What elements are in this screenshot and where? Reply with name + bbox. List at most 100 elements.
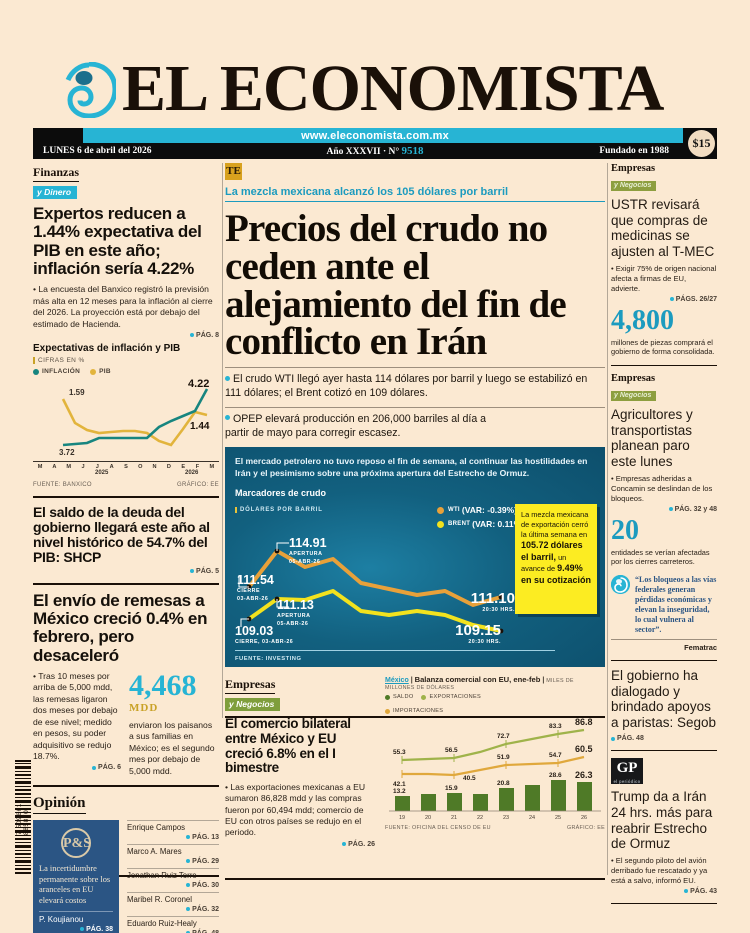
x-tick: A	[109, 464, 114, 471]
exportaciones-label-last: 86.8	[575, 717, 593, 727]
bar	[421, 794, 436, 812]
exportaciones-label: 72.7	[497, 733, 510, 740]
x-tick: M	[37, 464, 43, 471]
opinion-author-page[interactable]: PÁG. 30	[127, 882, 219, 889]
page-ref-label: PÁG. 32 y 48	[674, 505, 717, 513]
swirl-logo-icon	[65, 62, 116, 118]
bar	[473, 794, 488, 812]
importaciones-label: 54.7	[549, 752, 562, 759]
bar-series-saldo	[395, 780, 592, 812]
right-headline-4[interactable]: Trump da a Irán 24 hrs. más para reabrir…	[611, 789, 713, 852]
balanza-region: México	[385, 677, 409, 685]
wti-open-t1: APERTURA	[289, 550, 323, 557]
page-ref-label: PÁG. 43	[690, 888, 717, 896]
left-page-ref-1[interactable]: PÁG. 8	[33, 332, 219, 339]
chart-credit: GRÁFICO: EE	[177, 482, 219, 489]
bullet-dot-icon	[225, 415, 230, 421]
kicker-finanzas[interactable]: Finanzas y Dinero	[33, 163, 219, 200]
page-dot-icon	[190, 333, 195, 338]
quote-block: “Los bloqueos a las vías federales gener…	[611, 574, 717, 652]
importaciones-label-last: 60.5	[575, 744, 593, 754]
chart-source: FUENTE: OFICINA DEL CENSO DE EU	[385, 825, 491, 832]
kicker-empresas-mid[interactable]: Empresas y Negocios	[225, 675, 375, 712]
kicker-empresas-1[interactable]: Empresas y Negocios	[611, 163, 717, 192]
oil-label-brent-open: 111.13 APERTURA 05-ABR-26	[277, 599, 314, 628]
legend-swatch-brent	[437, 520, 444, 528]
x-tick: 24	[529, 815, 535, 821]
wti-end-point	[498, 594, 504, 600]
page-dot-icon	[611, 736, 615, 741]
gp-badge-icon[interactable]: GP el periódico	[611, 758, 643, 785]
left-bottom-rule	[33, 875, 219, 877]
list-item[interactable]: Maribel R. Coronel PÁG. 32	[127, 893, 219, 918]
inflation-chart-svg: 3.72 1.59 4.22 1.44	[59, 378, 210, 457]
opinion-author-page[interactable]: PÁG. 32	[127, 906, 219, 913]
right-page-3[interactable]: PÁG. 48	[611, 735, 717, 742]
opinion-author-page[interactable]: PÁG. 48	[127, 930, 219, 933]
left-page-ref-3[interactable]: PÁG. 6	[33, 764, 121, 771]
main-headline[interactable]: Precios del crudo no ceden ante el aleja…	[225, 207, 567, 364]
oil-label-brent-close: 109.03 CIERRE, 03-ABR-26	[235, 625, 293, 646]
exportaciones-label: 55.3	[393, 749, 406, 756]
page-dot-icon	[92, 765, 97, 770]
list-item[interactable]: Enrique Campos PÁG. 13	[127, 820, 219, 846]
left-page-ref-2[interactable]: PÁG. 5	[33, 568, 219, 575]
page-ref-label: PÁG. 29	[192, 858, 219, 866]
inflation-chart-units: CIFRAS EN %	[33, 357, 219, 365]
kicker-empresas-2[interactable]: Empresas y Negocios	[611, 373, 717, 402]
right-headline-3[interactable]: El gobierno ha dialogado y brindado apoy…	[611, 667, 717, 730]
bottom-mid-section: Empresas y Negocios El comercio bilatera…	[225, 675, 605, 848]
x-tick: 21	[451, 815, 457, 821]
swirl-small-icon	[611, 574, 630, 594]
brent-open-t2: 05-ABR-26	[277, 621, 309, 628]
page-dot-icon	[80, 927, 85, 932]
right-page-2[interactable]: PÁG. 32 y 48	[611, 506, 717, 513]
price-badge: $15	[688, 130, 715, 157]
balanza-units: MILES DE MILLONES DE DÓLARES	[385, 678, 574, 692]
remesas-text-col: • Tras 10 meses por arriba de 5,000 mdd,…	[33, 671, 121, 777]
opinion-author-page[interactable]: PÁG. 29	[127, 858, 219, 865]
right-page-4[interactable]: PÁG. 43	[611, 888, 717, 895]
right-page-1[interactable]: PÁGS. 26/27	[611, 296, 717, 303]
series-line-inflacion	[62, 388, 209, 447]
barcode-lines-icon	[15, 760, 31, 874]
masthead-strip: www.eleconomista.com.mx LUNES 6 de abril…	[33, 128, 717, 159]
page-dot-icon	[186, 907, 191, 912]
bottom-mid-headline[interactable]: El comercio bilateral entre México y EU …	[225, 716, 351, 776]
bottom-mid-page[interactable]: PÁG. 26	[225, 841, 375, 848]
year-label-left: 2025	[95, 470, 109, 477]
right-headline-1[interactable]: USTR revisará que compras de medicinas s…	[611, 197, 715, 259]
opinion-section: P&S La incertidumbre permanente sobre lo…	[33, 820, 219, 933]
left-headline-1[interactable]: Expertos reducen a 1.44% expectativa del…	[33, 204, 202, 279]
brent-last-value: 109.15	[455, 622, 501, 640]
legend-item-importaciones: IMPORTACIONES	[385, 708, 605, 714]
legend-swatch-importaciones	[385, 708, 390, 714]
opinion-featured-card[interactable]: P&S La incertidumbre permanente sobre lo…	[33, 820, 119, 933]
left-headline-3[interactable]: El envío de remesas a México creció 0.4%…	[33, 590, 208, 665]
opinion-author-page[interactable]: PÁG. 13	[127, 834, 219, 841]
left-headline-2[interactable]: El saldo de la deuda del gobierno llegar…	[33, 504, 210, 566]
page-ref-label: PÁG. 30	[192, 882, 219, 890]
saldo-label: 20.8	[497, 780, 510, 787]
masthead-strip-accent	[83, 128, 683, 143]
left-body-3: • Tras 10 meses por arriba de 5,000 mdd,…	[33, 671, 118, 761]
divider	[33, 582, 219, 585]
list-item[interactable]: Marco A. Mares PÁG. 29	[127, 845, 219, 870]
website-url[interactable]: www.eleconomista.com.mx	[301, 130, 449, 142]
right-headline-2[interactable]: Agricultores y transportistas planean pa…	[611, 406, 693, 469]
legend-item-brent: BRENT (VAR: 0.11%)	[437, 519, 524, 529]
divider	[611, 659, 717, 661]
right-body-2: • Empresas adheridas a Concamin se desli…	[611, 473, 713, 503]
list-item[interactable]: Jonathan Ruiz Torre PÁG. 30	[127, 869, 219, 894]
inflation-pib-chart: 3.72 1.59 4.22 1.44	[33, 377, 219, 461]
divider	[611, 364, 717, 366]
opinion-card-page[interactable]: PÁG. 38	[39, 926, 113, 933]
right-block-2: Empresas y Negocios Agricultores y trans…	[611, 373, 717, 567]
oil-label-wti-open: 114.91 APERTURA 05-ABR-26	[289, 537, 327, 566]
page-dot-icon	[684, 889, 689, 894]
list-item[interactable]: Eduardo Ruiz-Healy PÁG. 48	[127, 917, 219, 933]
x-tick: 25	[555, 815, 561, 821]
left-body-1: • La encuesta del Banxico registró la pr…	[33, 284, 213, 329]
divider	[33, 785, 219, 788]
